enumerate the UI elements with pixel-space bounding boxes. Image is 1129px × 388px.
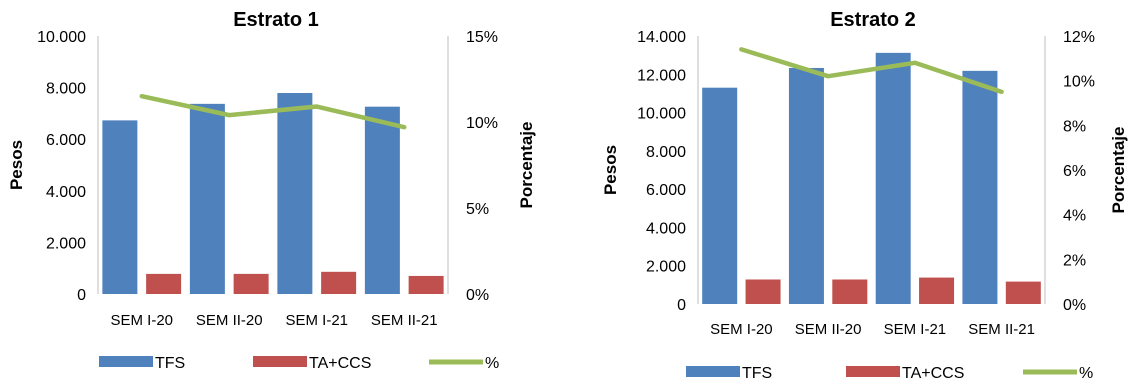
legend-label: TA+CCS [902,365,964,382]
legend-label: TFS [155,355,185,372]
y-tick-label: 10.000 [37,29,86,46]
y-tick-label: 10.000 [637,106,686,123]
y2-axis-title: Porcentaje [1109,127,1128,214]
bar-tfs-2 [789,68,824,304]
y-tick-label: 8.000 [646,144,686,161]
legend: TFS TA+CCS% [686,365,1093,382]
y2-tick-label: 0% [466,287,489,304]
y-tick-label: 6.000 [646,182,686,199]
y-tick-label: 8.000 [46,81,86,98]
bar-ta-ccs-3 [321,272,356,294]
x-tick-label: SEM II-20 [196,312,263,329]
x-tick-label: SEM I-20 [710,321,773,338]
y-tick-label: 12.000 [637,67,686,84]
y-tick-label: 6.000 [46,132,86,149]
x-tick-label: SEM I-20 [110,312,173,329]
chart-title: Estrato 1 [233,9,319,31]
bar-tfs-2 [190,104,225,294]
x-tick-label: SEM II-20 [795,321,862,338]
bar-ta-ccs-1 [746,279,781,304]
y2-tick-label: 0% [1063,297,1086,314]
y2-tick-label: 10% [1063,74,1095,91]
bar-tfs-4 [365,107,400,294]
bar-ta-ccs-2 [832,279,867,304]
legend-label: % [485,355,499,372]
y2-tick-label: 5% [466,201,489,218]
bar-ta-ccs-4 [1006,282,1041,304]
y2-tick-label: 6% [1063,163,1086,180]
legend-label: TFS [742,365,772,382]
y2-tick-label: 4% [1063,208,1086,225]
legend-label: TA+CCS [309,355,371,372]
bar-tfs-3 [876,53,911,304]
chart-title: Estrato 2 [830,9,916,31]
y2-tick-label: 15% [466,29,498,46]
y-tick-label: 4.000 [646,220,686,237]
y-axis-title: Pesos [601,145,620,195]
legend-swatch-2 [846,366,900,377]
x-tick-label: SEM I-21 [884,321,947,338]
bar-tfs-3 [277,93,312,294]
bar-tfs-4 [962,71,997,304]
y-tick-label: 2.000 [646,259,686,276]
chart-estrato-2: Estrato 2 0 2.000 4.000 6.000 8.000 10.000 12.0… [601,9,1128,382]
y-tick-label: 0 [677,297,686,314]
chart-estrato-1: Estrato 1 0 2.000 4.000 6.000 8.000 10.000 0% 5%… [7,9,536,372]
x-tick-label: SEM II-21 [968,321,1035,338]
y-tick-label: 0 [77,287,86,304]
x-tick-label: SEM I-21 [285,312,348,329]
bar-tfs-1 [102,120,137,294]
legend: TFS TA+CCS% [99,355,499,372]
x-tick-label: SEM II-21 [371,312,438,329]
bar-ta-ccs-4 [409,276,444,294]
legend-swatch-2 [253,356,307,367]
y2-tick-label: 2% [1063,252,1086,269]
y2-tick-label: 8% [1063,118,1086,135]
y2-axis-title: Porcentaje [517,122,536,209]
bar-tfs-1 [702,88,737,304]
legend-swatch-1 [686,366,740,377]
bar-ta-ccs-3 [919,278,954,304]
legend-swatch-1 [99,356,153,367]
bar-ta-ccs-1 [146,274,181,294]
legend-label: % [1079,365,1093,382]
y-axis-title: Pesos [7,140,26,190]
y-tick-label: 2.000 [46,235,86,252]
y2-tick-label: 10% [466,115,498,132]
y-tick-label: 14.000 [637,29,686,46]
y2-tick-label: 12% [1063,29,1095,46]
bar-ta-ccs-2 [234,274,269,294]
y-tick-label: 4.000 [46,184,86,201]
